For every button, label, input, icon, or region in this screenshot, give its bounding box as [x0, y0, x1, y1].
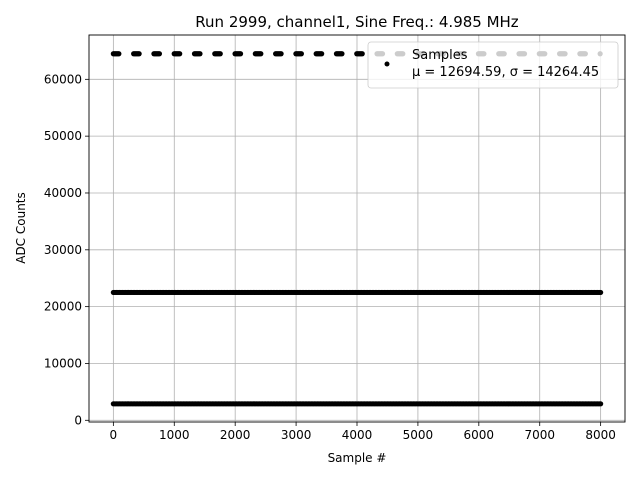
y-tick-label: 10000: [44, 356, 82, 370]
y-tick-label: 20000: [44, 300, 82, 314]
x-tick-label: 3000: [281, 428, 312, 442]
y-axis-ticks: 0 10000 20000 30000 40000 50000 60000: [44, 72, 89, 427]
legend-label: Samples: [412, 48, 468, 63]
data-point: [319, 51, 325, 57]
y-axis-label: ADC Counts: [14, 192, 28, 264]
x-tick-label: 4000: [342, 428, 373, 442]
legend-stats: μ = 12694.59, σ = 14264.45: [412, 65, 599, 80]
legend-marker: [384, 61, 390, 67]
grid-lines: [89, 35, 625, 422]
data-point: [258, 51, 264, 57]
x-tick-label: 6000: [464, 428, 495, 442]
x-axis-ticks: 0 1000 2000 3000 4000 5000 6000 7000 8000: [110, 422, 616, 442]
data-point: [598, 401, 604, 407]
x-axis-label: Sample #: [328, 451, 387, 465]
data-points: [110, 51, 604, 407]
y-tick-label: 50000: [44, 129, 82, 143]
data-point: [339, 51, 345, 57]
chart-title: Run 2999, channel1, Sine Freq.: 4.985 MH…: [195, 13, 519, 31]
data-point: [136, 51, 142, 57]
y-tick-label: 0: [74, 413, 82, 427]
data-point: [278, 51, 284, 57]
data-point: [298, 51, 304, 57]
x-tick-label: 0: [110, 428, 118, 442]
data-point: [598, 289, 604, 296]
y-tick-label: 60000: [44, 72, 82, 86]
x-tick-label: 8000: [585, 428, 616, 442]
data-point: [197, 51, 203, 57]
data-point: [237, 51, 244, 57]
x-tick-label: 1000: [159, 428, 190, 442]
data-point: [156, 51, 163, 57]
data-point: [177, 51, 183, 57]
data-point: [359, 51, 365, 57]
data-point: [217, 51, 223, 57]
x-tick-label: 7000: [524, 428, 555, 442]
x-tick-label: 5000: [403, 428, 434, 442]
y-tick-label: 30000: [44, 243, 82, 257]
data-point: [116, 51, 122, 57]
legend-box: [367, 41, 619, 89]
y-tick-label: 40000: [44, 186, 82, 200]
x-tick-label: 2000: [220, 428, 251, 442]
legend: Samples μ = 12694.59, σ = 14264.45: [367, 41, 619, 89]
